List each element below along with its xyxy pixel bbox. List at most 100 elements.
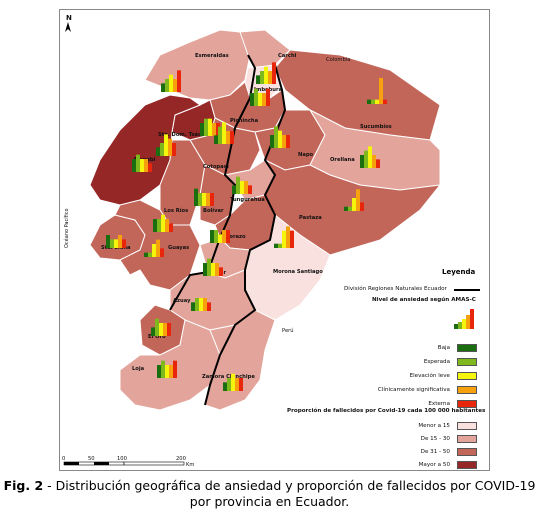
province-label: Cotopaxi	[203, 164, 229, 170]
legend-anxiety-title: Nivel de ansiedad según AMAS-C	[372, 297, 476, 303]
province-bar	[161, 360, 165, 378]
legend-death-swatch	[457, 461, 477, 469]
province-label: Orellana	[330, 157, 355, 163]
province-bar	[164, 134, 168, 156]
province-bar	[169, 74, 173, 92]
province-bar	[282, 230, 286, 248]
map-frame: Colombia Perú N 0 50 100 200 Km Esmerald…	[59, 9, 490, 471]
province-bar	[214, 230, 218, 243]
legend-title: Leyenda	[442, 268, 476, 276]
province-bar	[244, 181, 248, 194]
province-label: Napo	[298, 152, 314, 158]
province-bar	[207, 258, 211, 276]
province-bar	[161, 83, 165, 92]
legend-anxiety-icon	[454, 309, 474, 329]
province-label: Morona Santiago	[273, 269, 323, 275]
province-bar	[155, 318, 159, 336]
province-bar	[235, 378, 239, 391]
country-label-peru: Perú	[282, 327, 294, 334]
province-bar	[194, 188, 198, 206]
province-bar	[266, 88, 270, 106]
province-bar	[222, 230, 226, 243]
province-bar	[215, 263, 219, 276]
province-bar	[290, 230, 294, 248]
province-esmeraldas	[144, 29, 251, 101]
province-bar	[272, 62, 276, 84]
province-bar	[231, 373, 235, 391]
legend-death-swatch	[457, 435, 477, 443]
province-bar	[157, 219, 161, 232]
province-bar	[360, 202, 364, 211]
province-bar	[173, 360, 177, 378]
province-bar	[160, 248, 164, 257]
province-bar	[204, 118, 208, 136]
province-bar	[157, 365, 161, 378]
scale-bar: 0 50 100 200 Km	[62, 456, 194, 468]
province-label: Zamora Chinchipe	[202, 374, 255, 380]
province-bar	[203, 263, 207, 276]
legend-death-swatch	[457, 448, 477, 456]
scale-tick-50: 50	[88, 456, 95, 462]
province-bar	[227, 378, 231, 391]
province-bar	[195, 298, 199, 311]
legend-anxiety-label: Esperada	[423, 359, 450, 365]
legend-anxiety-swatch	[457, 344, 477, 352]
province-label: Loja	[132, 366, 145, 372]
province-bar	[367, 99, 371, 104]
province-bar	[286, 135, 290, 148]
province-bar	[161, 214, 165, 232]
scale-tick-200: 200	[176, 456, 186, 462]
scale-tick-100: 100	[117, 456, 127, 462]
legend-anxiety-swatch	[457, 372, 477, 380]
province-bar	[379, 78, 383, 104]
province-bar	[210, 193, 214, 206]
province-label: Sto. Dom. Tsáchilas	[158, 131, 215, 138]
province-bar	[352, 198, 356, 211]
province-label: Sucumbíos	[360, 123, 392, 130]
province-bar	[270, 135, 274, 148]
province-bar	[212, 123, 216, 136]
province-bar	[152, 244, 156, 257]
scale-unit: Km	[186, 462, 194, 468]
legend-anxiety-swatch	[457, 358, 477, 366]
province-bar	[153, 219, 157, 232]
province-bar	[173, 79, 177, 92]
province-bar	[165, 219, 169, 232]
province-bar	[177, 70, 181, 92]
north-arrow-icon: N	[65, 14, 72, 32]
svg-text:N: N	[66, 14, 72, 22]
province-bar	[144, 159, 148, 172]
province-bar	[122, 239, 126, 248]
legend-death-label: De 15 - 30	[420, 436, 450, 442]
province-bar	[282, 135, 286, 148]
province-label: Carchi	[278, 53, 297, 59]
province-bar	[110, 239, 114, 248]
province-bar	[256, 75, 260, 84]
province-bar	[211, 263, 215, 276]
province-bar	[223, 382, 227, 391]
province-bar	[198, 193, 202, 206]
province-bar	[203, 298, 207, 311]
province-bar	[230, 131, 234, 144]
legend-death-label: Menor a 15	[418, 423, 450, 429]
province-bar	[264, 66, 268, 84]
ocean-label: Océano Pacífico	[64, 208, 70, 248]
province-bar	[140, 159, 144, 172]
province-bar	[206, 193, 210, 206]
province-label: Esmeraldas	[195, 53, 229, 59]
province-bar	[258, 93, 262, 106]
province-bar	[207, 302, 211, 311]
province-label: Guayas	[168, 245, 189, 251]
province-bar	[226, 131, 230, 144]
province-bar	[232, 185, 236, 194]
province-bar	[199, 298, 203, 311]
province-bar	[144, 252, 148, 257]
province-bar	[163, 323, 167, 336]
province-label: Los Ríos	[164, 207, 188, 214]
province-label: Pichincha	[230, 118, 259, 124]
province-bar	[368, 146, 372, 168]
legend-deaths-title: Proporción de fallecidos por Covid-19 ca…	[287, 408, 486, 414]
province-bar	[159, 323, 163, 336]
legend-death-swatch	[457, 422, 477, 430]
province-bar	[348, 206, 352, 211]
